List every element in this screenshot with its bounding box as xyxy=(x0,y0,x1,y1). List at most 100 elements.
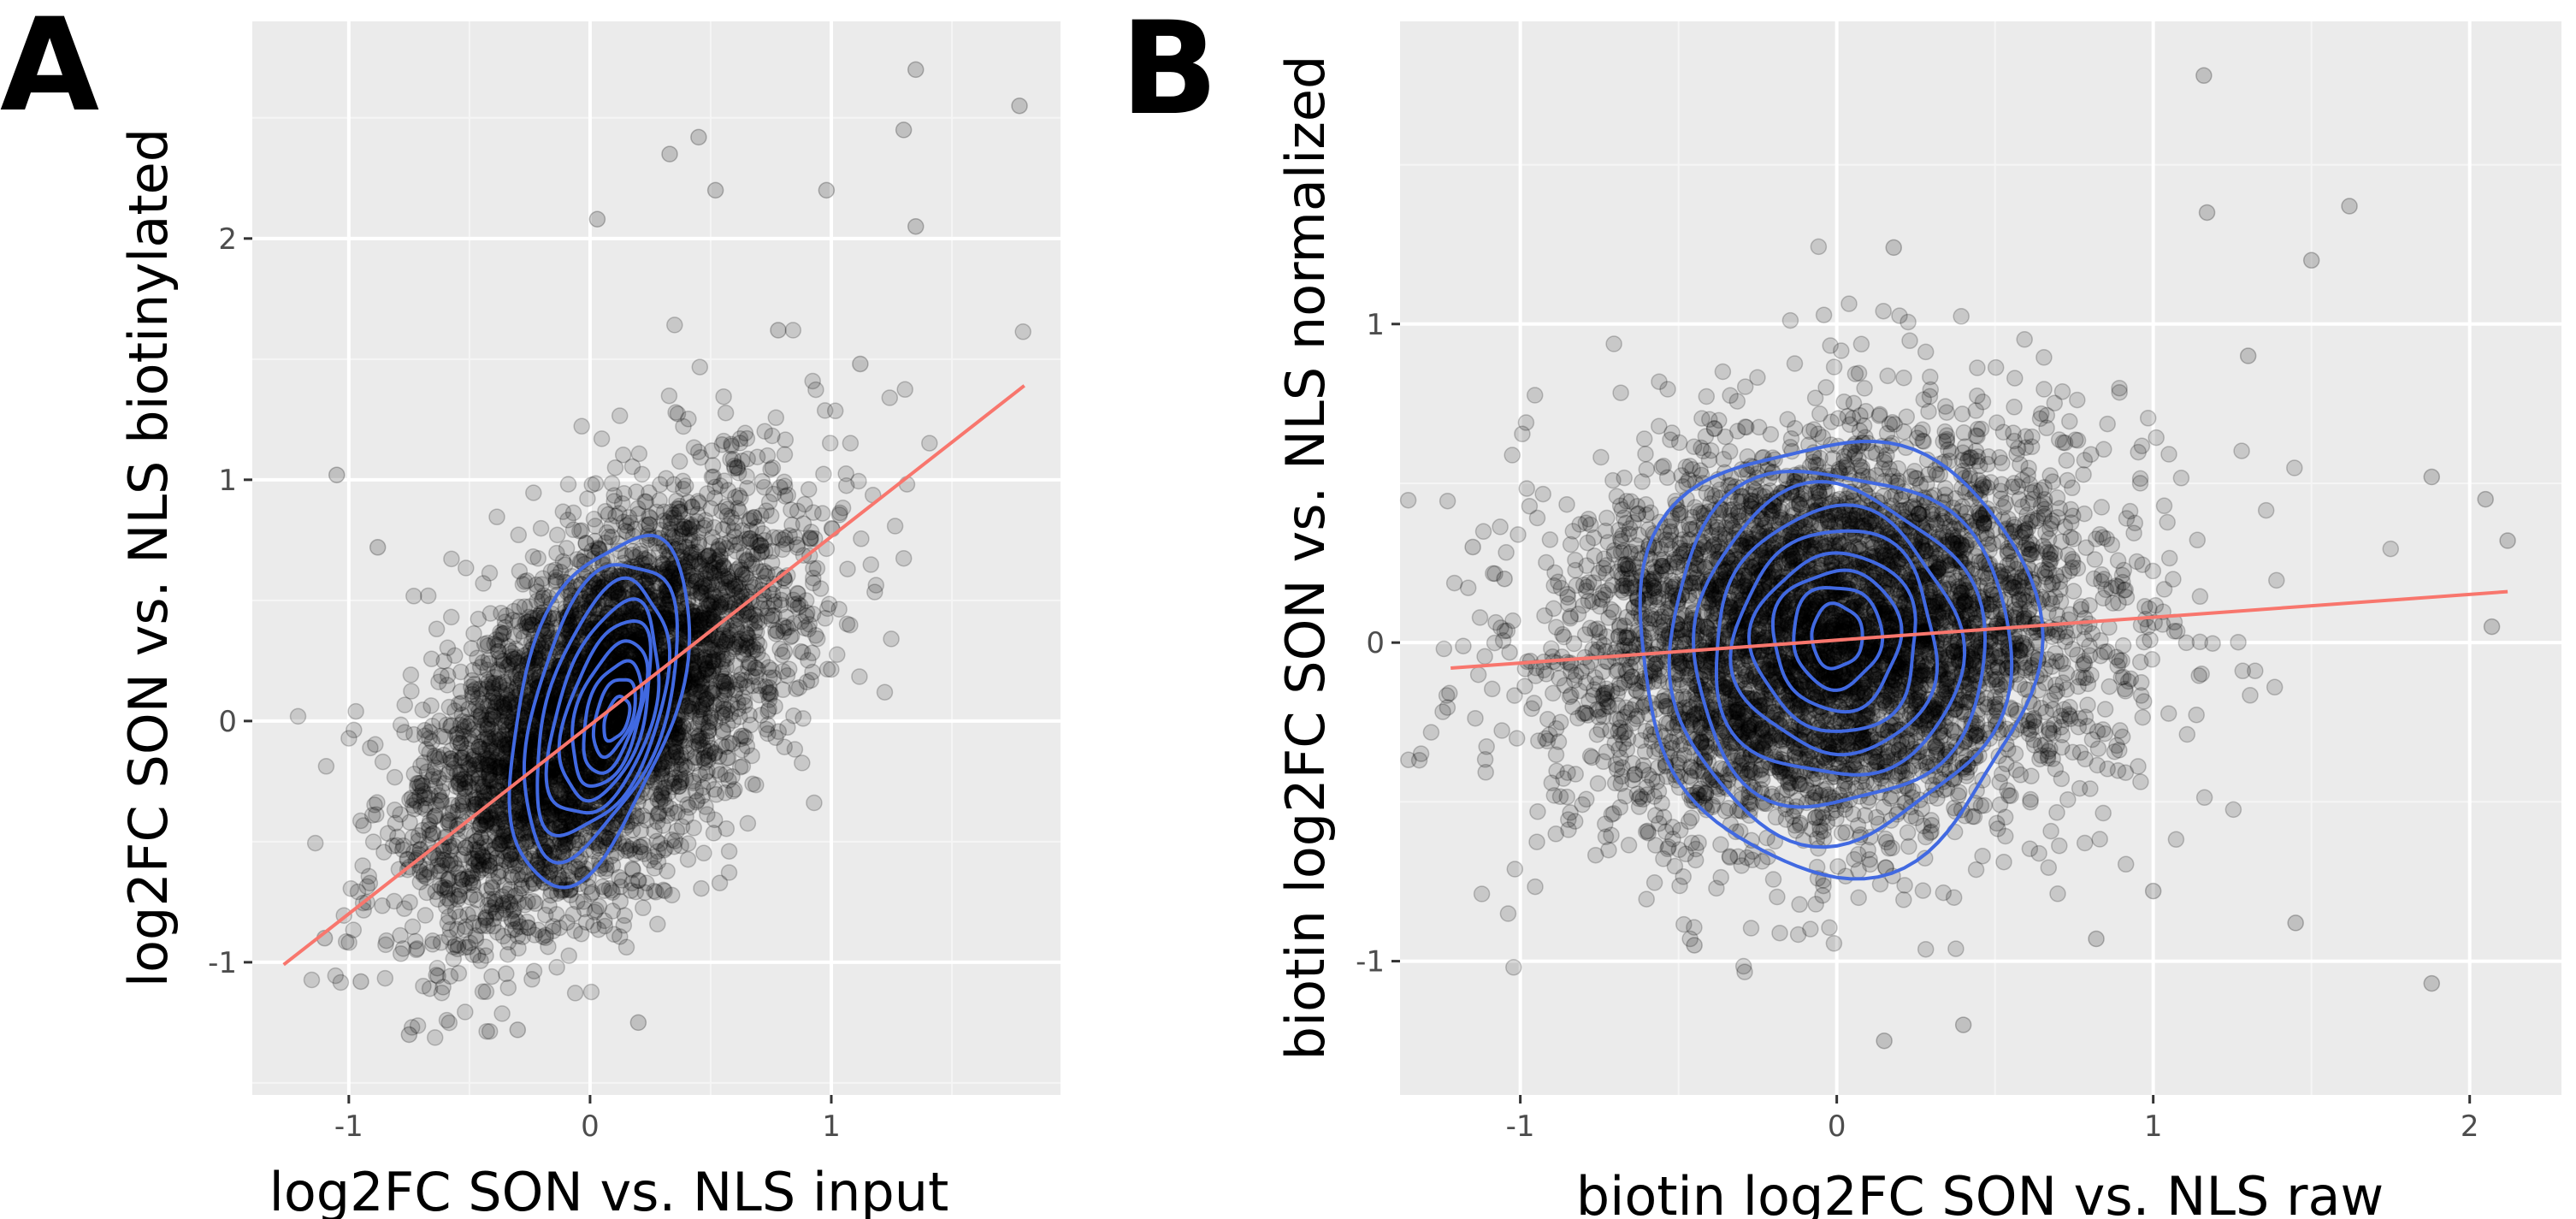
data-point xyxy=(510,855,527,873)
data-point xyxy=(340,934,357,951)
data-point xyxy=(483,879,501,897)
data-point xyxy=(505,628,523,645)
data-point xyxy=(484,678,502,695)
data-point xyxy=(433,791,450,808)
data-point xyxy=(883,630,900,648)
data-point xyxy=(622,514,639,531)
data-point xyxy=(659,753,676,770)
data-point xyxy=(756,423,773,440)
data-point xyxy=(420,816,438,834)
data-point xyxy=(649,843,666,861)
data-point xyxy=(821,435,839,452)
data-point xyxy=(489,661,506,678)
data-point xyxy=(411,777,429,795)
data-point xyxy=(656,753,674,771)
data-point xyxy=(760,701,777,718)
data-point xyxy=(590,920,607,938)
data-point xyxy=(706,478,724,495)
data-point xyxy=(694,738,712,756)
data-point xyxy=(611,407,629,424)
data-point xyxy=(525,962,543,979)
data-point xyxy=(433,984,451,1002)
data-point xyxy=(634,807,652,825)
data-point xyxy=(774,681,792,699)
data-point xyxy=(714,520,732,538)
data-point xyxy=(413,774,430,791)
data-point xyxy=(415,754,433,772)
data-point xyxy=(478,1022,495,1040)
data-point xyxy=(650,804,668,822)
data-point xyxy=(831,504,848,522)
data-point xyxy=(693,677,710,695)
data-point xyxy=(532,519,550,537)
data-point xyxy=(483,968,500,985)
data-point xyxy=(463,640,481,657)
data-point xyxy=(813,505,831,522)
data-point xyxy=(481,857,498,874)
data-point xyxy=(439,677,456,694)
data-point xyxy=(842,616,859,634)
data-point xyxy=(575,893,593,910)
data-point xyxy=(683,498,701,515)
data-point xyxy=(635,899,652,917)
data-point xyxy=(450,965,468,982)
data-point xyxy=(440,880,457,897)
data-point xyxy=(738,468,755,485)
data-point xyxy=(694,730,711,748)
data-point xyxy=(616,907,634,925)
data-point xyxy=(524,548,542,565)
data-point xyxy=(736,672,753,689)
data-point xyxy=(853,530,870,547)
data-point xyxy=(738,551,756,568)
data-point xyxy=(409,774,426,792)
data-point xyxy=(731,759,749,776)
data-point xyxy=(345,921,363,938)
data-point xyxy=(842,435,860,452)
data-point xyxy=(364,833,382,850)
data-point xyxy=(656,512,673,530)
data-point xyxy=(604,856,622,874)
data-point xyxy=(747,624,765,641)
data-point xyxy=(671,453,688,470)
data-point xyxy=(895,549,913,567)
data-point xyxy=(699,748,717,766)
data-point xyxy=(742,716,759,734)
data-point xyxy=(564,504,582,522)
data-point xyxy=(519,919,536,936)
data-point xyxy=(772,596,790,613)
data-point xyxy=(792,642,810,660)
data-point xyxy=(743,667,761,685)
data-point xyxy=(386,802,404,819)
data-point xyxy=(368,806,385,823)
data-point xyxy=(730,487,747,505)
data-point xyxy=(660,772,678,790)
data-point xyxy=(453,871,471,888)
data-point xyxy=(474,983,492,1000)
data-point xyxy=(545,922,562,940)
data-point xyxy=(487,904,505,922)
data-point xyxy=(566,985,584,1002)
data-point xyxy=(582,983,600,1001)
data-point xyxy=(454,795,472,813)
data-point xyxy=(303,971,321,989)
data-point xyxy=(727,542,745,560)
data-point xyxy=(785,707,802,725)
data-point xyxy=(606,459,624,476)
data-point xyxy=(488,924,506,941)
data-point xyxy=(443,550,460,568)
data-point xyxy=(776,473,793,491)
data-point xyxy=(417,907,434,924)
data-point xyxy=(497,715,515,733)
data-point xyxy=(729,500,747,517)
data-point xyxy=(486,814,504,832)
data-point xyxy=(499,979,517,997)
data-point xyxy=(464,661,482,679)
data-point xyxy=(470,819,487,836)
data-point xyxy=(741,608,759,626)
data-point xyxy=(362,739,379,757)
data-point xyxy=(402,666,420,683)
data-point xyxy=(663,831,681,849)
data-point xyxy=(742,522,759,540)
data-point xyxy=(436,851,453,869)
